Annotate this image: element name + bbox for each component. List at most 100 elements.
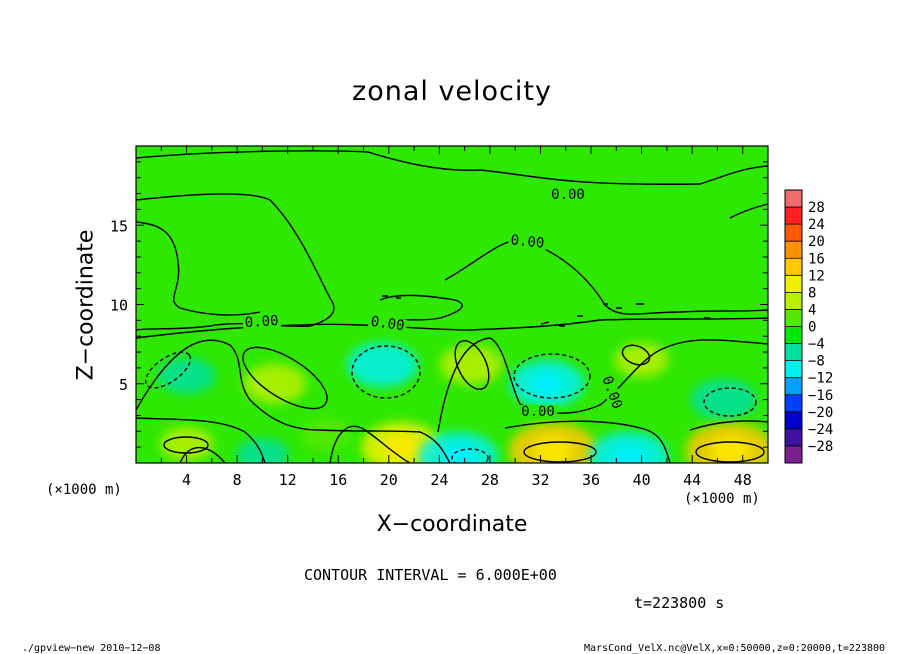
contour-label-group-3: 0.00 [367, 314, 408, 335]
x-tick-label: 32 [531, 471, 549, 489]
positive-contour-x26 [454, 340, 490, 390]
positive-contour-x33 [523, 441, 597, 463]
footer-data-source: MarsCond_VelX.nc@VelX,x=0:50000,z=0:2000… [584, 643, 886, 654]
x-tick-label: 24 [430, 471, 448, 489]
colorbar-label: −8 [808, 354, 825, 370]
contour-label-bg-4 [519, 405, 557, 419]
x-tick-label: 40 [633, 471, 651, 489]
y-tick-label: 5 [119, 376, 128, 394]
colorbar-label: −4 [808, 337, 825, 353]
contour-label-group-0: 0.00 [549, 187, 587, 203]
footer-program-date: ./gpview−new 2010−12−08 [22, 643, 161, 654]
colorbar-swatch [785, 445, 802, 464]
contour-label-group-1: 0.00 [507, 232, 548, 252]
x-axis-label: X−coordinate [376, 512, 528, 537]
x-tick-label: 20 [380, 471, 398, 489]
contour-label-4: 0.00 [521, 404, 555, 420]
plot-background [136, 146, 768, 463]
positive-contour-x47 [695, 441, 765, 463]
colorbar-swatch [785, 190, 802, 208]
contour-label-3: 0.00 [370, 314, 406, 335]
anomaly-core-10 [440, 444, 477, 463]
anomaly-blob-6 [690, 378, 758, 421]
zero-contour-lower-b [136, 417, 266, 463]
y-axis-label: Z−coordinate [73, 229, 99, 381]
colorbar-label: −16 [808, 388, 833, 404]
negative-contour-x46 [703, 387, 757, 417]
anomaly-blob-8 [235, 437, 290, 463]
contour-label-bg-3 [367, 314, 408, 334]
colorbar-label: 28 [808, 200, 825, 216]
colorbar-label: −24 [808, 422, 833, 438]
anomaly-blob-7 [159, 426, 214, 462]
anomaly-core-13 [710, 436, 751, 463]
anomaly-blob-1 [243, 363, 307, 404]
contour-label-2: 0.00 [244, 313, 279, 331]
colorbar-swatch [785, 326, 802, 344]
positive-contour-x40 [621, 344, 651, 366]
contour-interval-note: CONTOUR INTERVAL = 6.000E+00 [304, 566, 557, 584]
negative-contour-x4 [144, 351, 192, 389]
colorbar-label: 24 [808, 217, 825, 233]
colorbar-label: 12 [808, 268, 825, 284]
chart-title: zonal velocity [352, 76, 552, 107]
colorbar-label: 20 [808, 234, 825, 250]
contour-label-bg-1 [507, 233, 548, 251]
zero-contour-bottom-a [179, 446, 226, 463]
x-tick-label: 4 [182, 471, 191, 489]
zero-contour-left-lobe [136, 221, 261, 316]
colorbar-swatch [785, 241, 802, 259]
x-tick-label: 28 [481, 471, 499, 489]
colorbar-swatch [785, 224, 802, 242]
zero-contour-hump [444, 239, 768, 315]
negative-contour-x33 [513, 353, 591, 399]
x-tick-label: 16 [329, 471, 347, 489]
colorbar-swatch [785, 275, 802, 293]
negative-contour-x20 [351, 345, 421, 399]
colorbar-label: −20 [808, 405, 833, 421]
ripple-contours [382, 295, 710, 327]
contour-label-group-2: 0.00 [242, 313, 282, 331]
colorbar-swatch [785, 309, 802, 327]
colorbar-swatch [785, 377, 802, 396]
contour-label-bg-5 [598, 372, 625, 413]
colorbar-swatch [785, 292, 802, 310]
colorbar-label: 8 [808, 285, 816, 301]
anomaly-core-9 [383, 434, 420, 460]
x-tick-label: 48 [734, 471, 752, 489]
positive-contour-x11 [242, 346, 328, 410]
x-tick-label: 36 [582, 471, 600, 489]
colorbar-swatch [785, 411, 802, 430]
colorbar-label: −12 [808, 371, 833, 387]
x-unit-label-left: (×1000 m) [46, 482, 122, 498]
x-axis: 4 8 12 16 20 24 28 32 36 40 44 48 [160, 146, 769, 489]
colorbar-swatch [785, 394, 802, 413]
time-label: t=223800 s [634, 594, 725, 612]
anomaly-blob-3 [439, 344, 503, 385]
y-tick-label: 10 [110, 297, 128, 315]
contour-label-bg-0 [549, 188, 587, 202]
contour-label-0: 0.00 [551, 187, 585, 203]
x-tick-label: 44 [683, 471, 701, 489]
colorbar-swatch [785, 343, 802, 361]
zero-contour-top [136, 150, 768, 185]
anomaly-blob-2 [346, 342, 419, 388]
zero-contour-right-top [729, 203, 768, 219]
contour-label-bg-2 [242, 313, 282, 331]
contour-label-group-4: 0.00 [519, 404, 557, 420]
colorbar-label: −28 [808, 439, 833, 455]
zero-contour-lower-d [504, 420, 671, 463]
anomaly-blob-14 [301, 418, 351, 451]
zero-contour-bottom-b [329, 425, 411, 463]
contour-label-1: 0.00 [510, 232, 545, 251]
x-unit-label-right: (×1000 m) [684, 491, 760, 507]
anomaly-blob-0 [157, 357, 216, 395]
negative-contour-x26-bottom [451, 448, 489, 463]
colorbar-label: 4 [808, 302, 816, 318]
anomaly-core-4 [529, 371, 564, 396]
zero-contour-lower-a [136, 339, 451, 463]
zero-contour-upper [136, 193, 335, 331]
x-tick-label: 12 [279, 471, 297, 489]
